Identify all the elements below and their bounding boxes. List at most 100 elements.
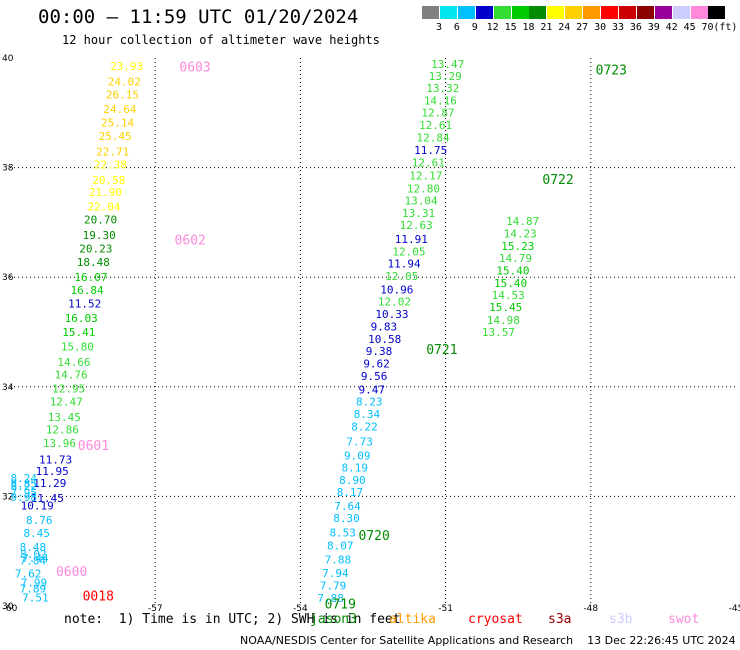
- pass-time-label: 0601: [78, 439, 109, 454]
- y-tick-label: 38: [2, 164, 14, 174]
- wave-height-label: 15.41: [62, 326, 95, 339]
- wave-height-label: 9.38: [366, 345, 393, 358]
- y-tick-label: 32: [2, 492, 13, 502]
- pass-time-label: 0721: [426, 343, 457, 358]
- wave-height-label: 12.17: [409, 170, 442, 183]
- x-tick-label: -45: [729, 604, 740, 614]
- wave-height-label: 15.40: [496, 264, 529, 277]
- wave-height-label: 8.34: [354, 408, 381, 421]
- wave-height-label: 8.17: [337, 486, 364, 499]
- x-tick-label: -48: [583, 604, 598, 614]
- y-tick-label: 36: [2, 273, 14, 283]
- wave-height-label: 15.40: [494, 277, 527, 290]
- wave-height-label: 13.96: [43, 437, 76, 450]
- wave-height-label: 25.45: [99, 130, 132, 143]
- wave-height-label: 13.31: [402, 207, 435, 220]
- wave-height-label: 18.48: [77, 256, 110, 269]
- wave-height-label: 7.62: [15, 568, 42, 581]
- color-scale-swatch: [511, 6, 529, 19]
- y-tick-label: 40: [2, 54, 14, 64]
- wave-height-label: 8.23: [356, 395, 383, 408]
- color-scale-label: 15: [504, 22, 517, 33]
- wave-height-label: 7.51: [22, 592, 48, 605]
- pass-time-label: 0723: [596, 63, 627, 78]
- wave-height-label: 7.73: [346, 435, 373, 448]
- wave-height-label: 9.62: [363, 358, 390, 371]
- wave-height-label: 11.91: [395, 233, 428, 246]
- wave-height-label: 21.90: [89, 186, 122, 199]
- wave-height-label: 8.48: [20, 541, 47, 554]
- wave-height-label: 14.76: [55, 369, 88, 382]
- wave-height-label: 14.87: [506, 215, 539, 228]
- color-scale-label: 6: [453, 22, 460, 33]
- satellite-legend-item: s3a: [548, 612, 572, 627]
- color-scale-label: 18: [522, 22, 535, 33]
- wave-height-label: 13.32: [426, 82, 459, 95]
- wave-height-label: 20.70: [84, 213, 117, 226]
- color-scale-swatch: [583, 6, 601, 19]
- wave-height-label: 8.90: [339, 474, 366, 487]
- wave-height-label: 11.94: [388, 257, 421, 270]
- color-scale-swatch: [493, 6, 511, 19]
- wave-height-label: 9.83: [371, 320, 398, 333]
- wave-height-label: 8.24: [10, 472, 37, 485]
- wave-height-label: 7.84: [20, 554, 47, 567]
- wave-height-label: 10.96: [380, 284, 413, 297]
- wave-height-label: 8.30: [333, 512, 360, 525]
- y-tick-label: 34: [2, 383, 14, 393]
- color-scale-swatch: [601, 6, 618, 19]
- wave-height-label: 20.58: [92, 174, 125, 187]
- wave-height-label: 23.93: [110, 60, 143, 73]
- pass-time-label: 0602: [175, 233, 206, 248]
- wave-height-label: 12.05: [385, 270, 418, 283]
- wave-height-label: 12.63: [400, 219, 433, 232]
- wave-height-label: 16.07: [74, 271, 107, 284]
- wave-height-label: 7.64: [334, 500, 361, 513]
- wave-height-label: 22.04: [87, 200, 120, 213]
- pass-time-label: 0719: [325, 598, 356, 613]
- y-tick-label: 30: [2, 602, 14, 612]
- wave-height-label: 12.80: [407, 182, 440, 195]
- color-scale-unit: (ft): [713, 22, 738, 33]
- wave-height-label: 9.98: [10, 491, 37, 504]
- wave-height-label: 12.05: [392, 245, 425, 258]
- wave-height-label: 13.29: [429, 70, 462, 83]
- pass-time-label: 0600: [56, 565, 87, 580]
- color-scale-swatch: [475, 6, 493, 19]
- wave-height-label: 14.23: [504, 228, 537, 241]
- satellite-legend-item: s3b: [609, 612, 633, 627]
- color-scale-swatch: [618, 6, 636, 19]
- notes-text: note: 1) Time is in UTC; 2) SWH is in fe…: [64, 612, 401, 627]
- wave-height-label: 16.03: [65, 312, 98, 325]
- x-tick-label: -60: [3, 604, 18, 614]
- wave-height-label: 16.84: [71, 284, 104, 297]
- x-tick-label: -54: [293, 604, 308, 614]
- wave-height-label: 13.47: [431, 58, 464, 71]
- color-scale-label: 9: [471, 22, 478, 33]
- wave-height-label: 12.61: [419, 119, 452, 132]
- wave-height-label: 12.47: [50, 395, 83, 408]
- wave-height-label: 14.98: [487, 314, 520, 327]
- wave-height-label: 19.30: [83, 229, 116, 242]
- wave-height-label: 10.58: [368, 333, 401, 346]
- wave-height-label: 7.95: [10, 486, 37, 499]
- color-scale-swatch: [422, 6, 439, 19]
- wave-height-label: 10.33: [375, 308, 408, 321]
- wave-height-label: 14.53: [492, 289, 525, 302]
- wave-height-label: 8.22: [351, 421, 378, 434]
- color-scale-legend: 3 6 9 12 15 18 21 24 27 30 33 36 39 42 45 70 (ft): [0, 0, 740, 40]
- wave-height-label: 7.44: [22, 552, 49, 565]
- wave-height-label: 12.02: [378, 296, 411, 309]
- wave-height-label: 8.07: [327, 540, 354, 553]
- color-scale-label: 21: [540, 22, 553, 33]
- color-scale-swatch: [439, 6, 457, 19]
- color-scale-label: 12: [486, 22, 499, 33]
- wave-height-label: 12.86: [46, 423, 79, 436]
- color-scale-label: 24: [558, 22, 571, 33]
- color-scale-label: 30: [594, 22, 607, 33]
- wave-height-label: 8.22: [10, 480, 37, 493]
- wave-height-label: 7.79: [320, 580, 347, 593]
- wave-height-label: 22.71: [96, 146, 129, 159]
- color-scale-swatch: [547, 6, 565, 19]
